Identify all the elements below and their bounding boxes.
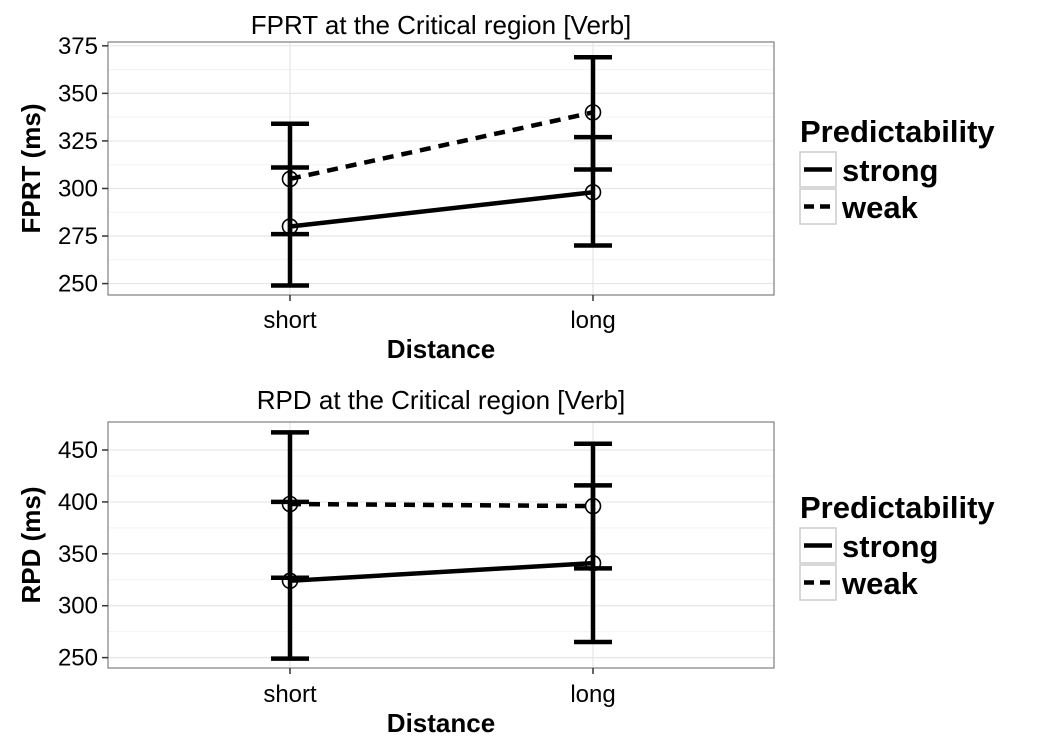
chart-title: FPRT at the Critical region [Verb] xyxy=(251,10,632,40)
plot-border xyxy=(107,41,775,296)
x-tick-label: short xyxy=(263,307,317,334)
legend-title: Predictability xyxy=(800,490,995,525)
y-tick-label: 400 xyxy=(58,489,98,516)
data-point-weak xyxy=(584,104,602,121)
x-axis-title: Distance xyxy=(387,334,495,364)
plot-border xyxy=(107,421,775,669)
legend-label-weak: weak xyxy=(841,190,919,225)
y-tick-label: 350 xyxy=(58,541,98,568)
series-line-strong xyxy=(289,560,594,584)
y-tick-label: 375 xyxy=(58,33,98,60)
x-tick-label: long xyxy=(570,307,615,334)
x-tick-label: short xyxy=(263,681,317,708)
data-point-weak xyxy=(584,497,602,515)
y-axis-title: RPD (ms) xyxy=(16,486,46,603)
data-point-strong xyxy=(281,218,299,235)
data-point-strong xyxy=(281,572,299,590)
legend-label-strong: strong xyxy=(842,529,938,564)
y-tick-label: 250 xyxy=(58,271,98,298)
x-axis-title: Distance xyxy=(387,708,495,738)
legend-title: Predictability xyxy=(800,114,995,149)
series-line-strong xyxy=(289,190,594,229)
data-point-weak xyxy=(281,170,299,188)
y-tick-label: 325 xyxy=(58,128,98,155)
legend-label-strong: strong xyxy=(842,153,938,188)
y-tick-label: 275 xyxy=(58,223,98,250)
plot-area xyxy=(108,42,774,295)
chart-title: RPD at the Critical region [Verb] xyxy=(257,385,626,415)
series-line-weak xyxy=(289,110,594,182)
y-axis-title: FPRT (ms) xyxy=(16,104,46,234)
y-tick-label: 250 xyxy=(58,645,98,672)
y-tick-label: 300 xyxy=(58,593,98,620)
series-line-weak xyxy=(289,501,594,509)
data-point-weak xyxy=(281,495,299,513)
plot-area xyxy=(108,422,774,668)
chart-panel-2: 250 300 350 400 450 short long RPD at the Criti… xyxy=(16,385,995,738)
y-tick-label: 350 xyxy=(58,80,98,107)
x-tick-label: long xyxy=(570,681,615,708)
y-tick-label: 450 xyxy=(58,437,98,464)
data-point-strong xyxy=(584,183,602,201)
legend-label-weak: weak xyxy=(841,566,919,601)
data-point-strong xyxy=(584,554,602,572)
y-tick-label: 300 xyxy=(58,175,98,202)
chart-panel-1: 250 275 300 325 350 375 short long FPRT at the C… xyxy=(16,10,995,364)
